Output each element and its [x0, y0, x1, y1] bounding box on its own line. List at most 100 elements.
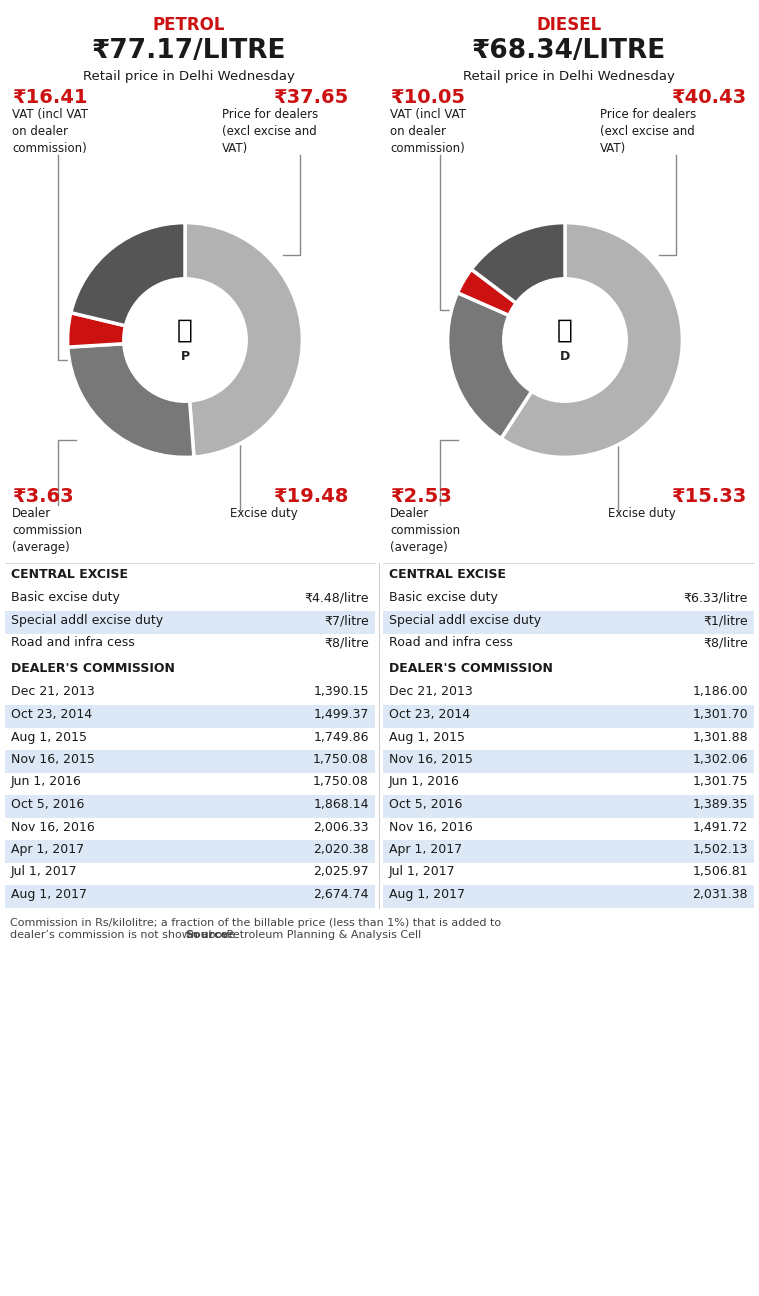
Text: ₹3.63: ₹3.63: [12, 487, 74, 505]
Bar: [383, 705, 754, 727]
Text: 2,025.97: 2,025.97: [313, 866, 369, 879]
Text: Excise duty: Excise duty: [608, 507, 676, 520]
Text: Aug 1, 2015: Aug 1, 2015: [389, 731, 465, 744]
Bar: [5, 705, 375, 727]
Text: ₹68.34/LITRE: ₹68.34/LITRE: [472, 38, 666, 64]
Text: Retail price in Delhi Wednesday: Retail price in Delhi Wednesday: [83, 70, 295, 83]
Text: 1,302.06: 1,302.06: [692, 753, 748, 766]
Wedge shape: [501, 223, 682, 457]
Text: Apr 1, 2017: Apr 1, 2017: [11, 842, 84, 855]
Text: 1,301.70: 1,301.70: [692, 708, 748, 721]
Text: 1,750.08: 1,750.08: [313, 753, 369, 766]
Text: Jun 1, 2016: Jun 1, 2016: [11, 775, 82, 788]
Text: Excise duty: Excise duty: [230, 507, 298, 520]
Text: CENTRAL EXCISE: CENTRAL EXCISE: [11, 568, 128, 581]
Text: 2,031.38: 2,031.38: [692, 888, 748, 901]
Text: Apr 1, 2017: Apr 1, 2017: [389, 842, 462, 855]
Text: 2,674.74: 2,674.74: [313, 888, 369, 901]
Text: 1,301.75: 1,301.75: [692, 775, 748, 788]
Text: Road and infra cess: Road and infra cess: [389, 636, 513, 649]
Text: Special addl excise duty: Special addl excise duty: [389, 614, 541, 627]
Text: P: P: [181, 350, 190, 363]
Circle shape: [123, 277, 247, 402]
Text: ⛽: ⛽: [557, 318, 573, 343]
Bar: [383, 750, 754, 772]
Text: Dealer
commission
(average): Dealer commission (average): [390, 507, 460, 553]
Text: 1,389.35: 1,389.35: [692, 798, 748, 811]
Text: 1,301.88: 1,301.88: [692, 731, 748, 744]
Text: Road and infra cess: Road and infra cess: [11, 636, 135, 649]
Bar: [5, 610, 375, 634]
Text: DIESEL: DIESEL: [537, 16, 602, 34]
Text: ₹2.53: ₹2.53: [390, 487, 452, 505]
Text: Aug 1, 2017: Aug 1, 2017: [11, 888, 87, 901]
Text: Nov 16, 2016: Nov 16, 2016: [389, 820, 473, 833]
Bar: [5, 885, 375, 907]
Text: ₹37.65: ₹37.65: [272, 88, 348, 108]
Text: Jun 1, 2016: Jun 1, 2016: [389, 775, 460, 788]
Text: VAT (incl VAT
on dealer
commission): VAT (incl VAT on dealer commission): [390, 108, 466, 156]
Text: Oct 23, 2014: Oct 23, 2014: [389, 708, 470, 721]
Bar: [383, 885, 754, 907]
Text: Jul 1, 2017: Jul 1, 2017: [389, 866, 455, 879]
Wedge shape: [185, 223, 302, 457]
Wedge shape: [71, 223, 185, 340]
Text: Petroleum Planning & Analysis Cell: Petroleum Planning & Analysis Cell: [223, 931, 421, 941]
Text: 1,868.14: 1,868.14: [313, 798, 369, 811]
Text: ₹8/litre: ₹8/litre: [324, 636, 369, 649]
Text: ₹1/litre: ₹1/litre: [704, 614, 748, 627]
Text: Nov 16, 2016: Nov 16, 2016: [11, 820, 95, 833]
Wedge shape: [68, 312, 185, 347]
Text: ₹15.33: ₹15.33: [671, 487, 746, 505]
Text: Oct 5, 2016: Oct 5, 2016: [11, 798, 84, 811]
Text: Dec 21, 2013: Dec 21, 2013: [389, 686, 473, 699]
Text: DEALER'S COMMISSION: DEALER'S COMMISSION: [389, 662, 553, 675]
Text: ₹10.05: ₹10.05: [390, 88, 465, 108]
Text: 2,006.33: 2,006.33: [313, 820, 369, 833]
Text: Retail price in Delhi Wednesday: Retail price in Delhi Wednesday: [463, 70, 675, 83]
Bar: [383, 794, 754, 818]
Text: ₹4.48/litre: ₹4.48/litre: [304, 591, 369, 604]
Text: Nov 16, 2015: Nov 16, 2015: [11, 753, 95, 766]
Text: PETROL: PETROL: [153, 16, 225, 34]
Text: Price for dealers
(excl excise and
VAT): Price for dealers (excl excise and VAT): [222, 108, 318, 156]
Text: 1,186.00: 1,186.00: [692, 686, 748, 699]
Text: ₹19.48: ₹19.48: [272, 487, 348, 505]
Text: Basic excise duty: Basic excise duty: [389, 591, 498, 604]
Text: ₹8/litre: ₹8/litre: [704, 636, 748, 649]
Text: DEALER'S COMMISSION: DEALER'S COMMISSION: [11, 662, 175, 675]
Wedge shape: [458, 270, 565, 340]
Bar: [5, 794, 375, 818]
Text: Oct 23, 2014: Oct 23, 2014: [11, 708, 92, 721]
Text: Oct 5, 2016: Oct 5, 2016: [389, 798, 462, 811]
Bar: [383, 610, 754, 634]
Text: ₹16.41: ₹16.41: [12, 88, 87, 108]
Text: ⛽: ⛽: [177, 318, 193, 343]
Text: Dealer
commission
(average): Dealer commission (average): [12, 507, 82, 553]
Text: Commission in Rs/kilolitre; a fraction of the billable price (less than 1%) that: Commission in Rs/kilolitre; a fraction o…: [10, 918, 501, 928]
Text: ₹6.33/litre: ₹6.33/litre: [684, 591, 748, 604]
Text: VAT (incl VAT
on dealer
commission): VAT (incl VAT on dealer commission): [12, 108, 88, 156]
Text: 1,502.13: 1,502.13: [692, 842, 748, 855]
Text: Basic excise duty: Basic excise duty: [11, 591, 120, 604]
Text: 1,749.86: 1,749.86: [313, 731, 369, 744]
Text: Price for dealers
(excl excise and
VAT): Price for dealers (excl excise and VAT): [600, 108, 696, 156]
Text: ₹7/litre: ₹7/litre: [324, 614, 369, 627]
Text: 1,491.72: 1,491.72: [693, 820, 748, 833]
Bar: [5, 840, 375, 863]
Wedge shape: [471, 223, 565, 340]
Text: Aug 1, 2017: Aug 1, 2017: [389, 888, 465, 901]
Wedge shape: [68, 340, 194, 457]
Text: Source:: Source:: [185, 931, 232, 941]
Text: Special addl excise duty: Special addl excise duty: [11, 614, 163, 627]
Text: 1,390.15: 1,390.15: [313, 686, 369, 699]
Text: 1,499.37: 1,499.37: [313, 708, 369, 721]
Text: dealer’s commission is not shown above.: dealer’s commission is not shown above.: [10, 931, 243, 941]
Text: Nov 16, 2015: Nov 16, 2015: [389, 753, 473, 766]
Bar: [383, 840, 754, 863]
Text: 1,506.81: 1,506.81: [692, 866, 748, 879]
Text: Dec 21, 2013: Dec 21, 2013: [11, 686, 95, 699]
Text: Jul 1, 2017: Jul 1, 2017: [11, 866, 77, 879]
Circle shape: [502, 277, 627, 402]
Text: D: D: [560, 350, 570, 363]
